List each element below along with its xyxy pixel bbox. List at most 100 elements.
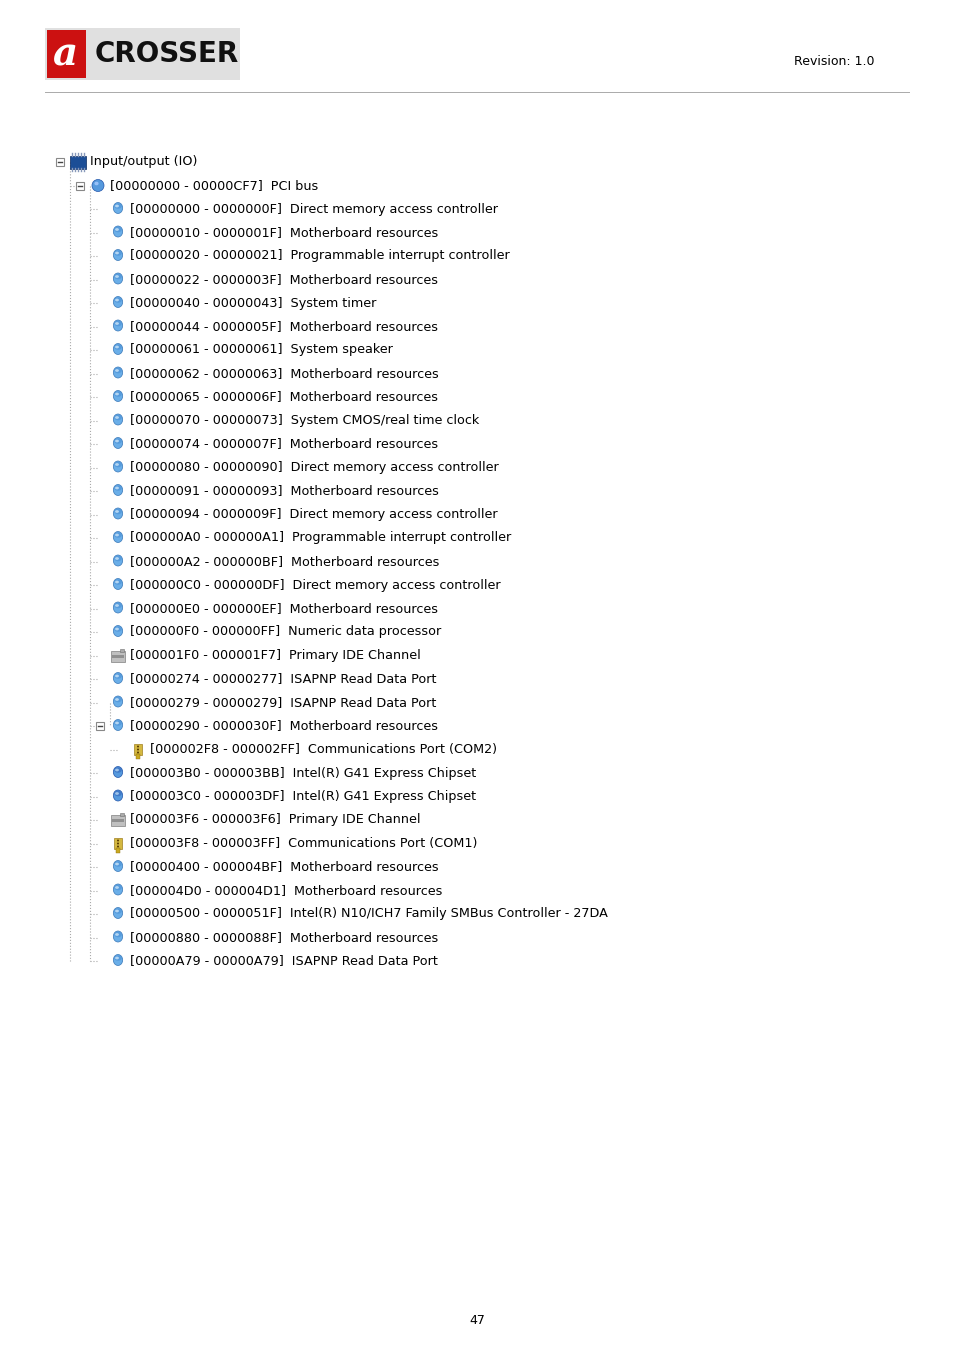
Text: [000000F0 - 000000FF]  Numeric data processor: [000000F0 - 000000FF] Numeric data proce… — [130, 625, 441, 639]
Bar — [120, 648, 124, 652]
Bar — [76, 181, 84, 189]
Ellipse shape — [114, 931, 122, 937]
Text: [000000A2 - 000000BF]  Motherboard resources: [000000A2 - 000000BF] Motherboard resour… — [130, 555, 439, 568]
Circle shape — [117, 840, 119, 841]
Ellipse shape — [115, 298, 119, 301]
Text: Revision: 1.0: Revision: 1.0 — [794, 55, 874, 68]
Text: [00000880 - 0000088F]  Motherboard resources: [00000880 - 0000088F] Motherboard resour… — [130, 931, 437, 944]
Ellipse shape — [113, 202, 123, 213]
Text: [000002F8 - 000002FF]  Communications Port (COM2): [000002F8 - 000002FF] Communications Por… — [150, 743, 497, 756]
Ellipse shape — [114, 767, 122, 772]
Ellipse shape — [115, 510, 119, 513]
Ellipse shape — [113, 555, 123, 566]
Circle shape — [137, 745, 139, 748]
Circle shape — [117, 845, 119, 848]
Ellipse shape — [114, 861, 122, 867]
Text: [00000A79 - 00000A79]  ISAPNP Read Data Port: [00000A79 - 00000A79] ISAPNP Read Data P… — [130, 954, 437, 968]
Ellipse shape — [113, 367, 123, 378]
Ellipse shape — [115, 346, 119, 348]
Ellipse shape — [114, 884, 122, 890]
Ellipse shape — [115, 768, 119, 771]
Ellipse shape — [115, 486, 119, 490]
Ellipse shape — [113, 460, 123, 472]
Ellipse shape — [115, 910, 119, 913]
Ellipse shape — [113, 931, 123, 942]
Ellipse shape — [114, 462, 122, 467]
Ellipse shape — [115, 675, 119, 678]
Ellipse shape — [115, 323, 119, 325]
Text: [000003F8 - 000003FF]  Communications Port (COM1): [000003F8 - 000003FF] Communications Por… — [130, 837, 476, 850]
Text: [00000020 - 00000021]  Programmable interrupt controller: [00000020 - 00000021] Programmable inter… — [130, 250, 509, 262]
Ellipse shape — [115, 463, 119, 466]
Bar — [47, 30, 86, 78]
Ellipse shape — [115, 628, 119, 630]
Ellipse shape — [94, 182, 98, 185]
Ellipse shape — [114, 227, 122, 232]
Ellipse shape — [114, 297, 122, 302]
Ellipse shape — [114, 392, 122, 397]
Ellipse shape — [114, 791, 122, 796]
Ellipse shape — [114, 721, 122, 726]
Text: [00000000 - 0000000F]  Direct memory access controller: [00000000 - 0000000F] Direct memory acce… — [130, 202, 497, 216]
Ellipse shape — [115, 393, 119, 396]
Ellipse shape — [115, 580, 119, 583]
Ellipse shape — [114, 697, 122, 702]
Ellipse shape — [113, 273, 123, 284]
Ellipse shape — [115, 205, 119, 208]
Ellipse shape — [114, 274, 122, 279]
Bar — [116, 848, 120, 852]
Ellipse shape — [113, 720, 123, 730]
Text: [00000062 - 00000063]  Motherboard resources: [00000062 - 00000063] Motherboard resour… — [130, 367, 438, 379]
Ellipse shape — [115, 275, 119, 278]
Ellipse shape — [115, 251, 119, 254]
Ellipse shape — [114, 602, 122, 609]
Ellipse shape — [115, 698, 119, 701]
Ellipse shape — [115, 369, 119, 371]
Ellipse shape — [113, 767, 123, 778]
Ellipse shape — [113, 954, 123, 965]
Text: [000003C0 - 000003DF]  Intel(R) G41 Express Chipset: [000003C0 - 000003DF] Intel(R) G41 Expre… — [130, 790, 476, 803]
Ellipse shape — [114, 556, 122, 562]
Bar — [111, 651, 125, 661]
Bar — [112, 655, 124, 657]
Ellipse shape — [113, 250, 123, 261]
Ellipse shape — [115, 886, 119, 888]
Text: [000000C0 - 000000DF]  Direct memory access controller: [000000C0 - 000000DF] Direct memory acce… — [130, 579, 500, 591]
Text: [00000065 - 0000006F]  Motherboard resources: [00000065 - 0000006F] Motherboard resour… — [130, 390, 437, 404]
Ellipse shape — [115, 863, 119, 865]
Text: [00000500 - 0000051F]  Intel(R) N10/ICH7 Family SMBus Controller - 27DA: [00000500 - 0000051F] Intel(R) N10/ICH7 … — [130, 907, 607, 921]
Text: [00000022 - 0000003F]  Motherboard resources: [00000022 - 0000003F] Motherboard resour… — [130, 273, 437, 286]
Ellipse shape — [113, 790, 123, 801]
Bar — [96, 722, 104, 730]
Ellipse shape — [113, 672, 123, 683]
Text: a: a — [52, 35, 77, 73]
Ellipse shape — [114, 674, 122, 679]
Text: [00000274 - 00000277]  ISAPNP Read Data Port: [00000274 - 00000277] ISAPNP Read Data P… — [130, 672, 436, 686]
Ellipse shape — [113, 225, 123, 238]
Ellipse shape — [113, 602, 123, 613]
Text: CROSSER: CROSSER — [94, 40, 238, 68]
Ellipse shape — [114, 909, 122, 914]
Ellipse shape — [114, 321, 122, 327]
Ellipse shape — [114, 344, 122, 350]
Bar — [120, 813, 124, 815]
Bar — [133, 744, 142, 755]
Ellipse shape — [114, 579, 122, 585]
Text: [00000091 - 00000093]  Motherboard resources: [00000091 - 00000093] Motherboard resour… — [130, 485, 438, 498]
Ellipse shape — [113, 414, 123, 425]
Text: [00000279 - 00000279]  ISAPNP Read Data Port: [00000279 - 00000279] ISAPNP Read Data P… — [130, 697, 436, 709]
Text: [00000040 - 00000043]  System timer: [00000040 - 00000043] System timer — [130, 297, 376, 309]
Ellipse shape — [113, 860, 123, 872]
Ellipse shape — [115, 533, 119, 536]
Ellipse shape — [113, 579, 123, 590]
Ellipse shape — [113, 532, 123, 543]
Text: [00000400 - 000004BF]  Motherboard resources: [00000400 - 000004BF] Motherboard resour… — [130, 860, 438, 873]
Bar — [56, 158, 64, 166]
Ellipse shape — [115, 933, 119, 936]
Ellipse shape — [115, 228, 119, 231]
Ellipse shape — [115, 792, 119, 795]
Ellipse shape — [114, 509, 122, 514]
Circle shape — [91, 180, 104, 192]
Ellipse shape — [114, 204, 122, 209]
Text: Input/output (IO): Input/output (IO) — [90, 155, 197, 169]
